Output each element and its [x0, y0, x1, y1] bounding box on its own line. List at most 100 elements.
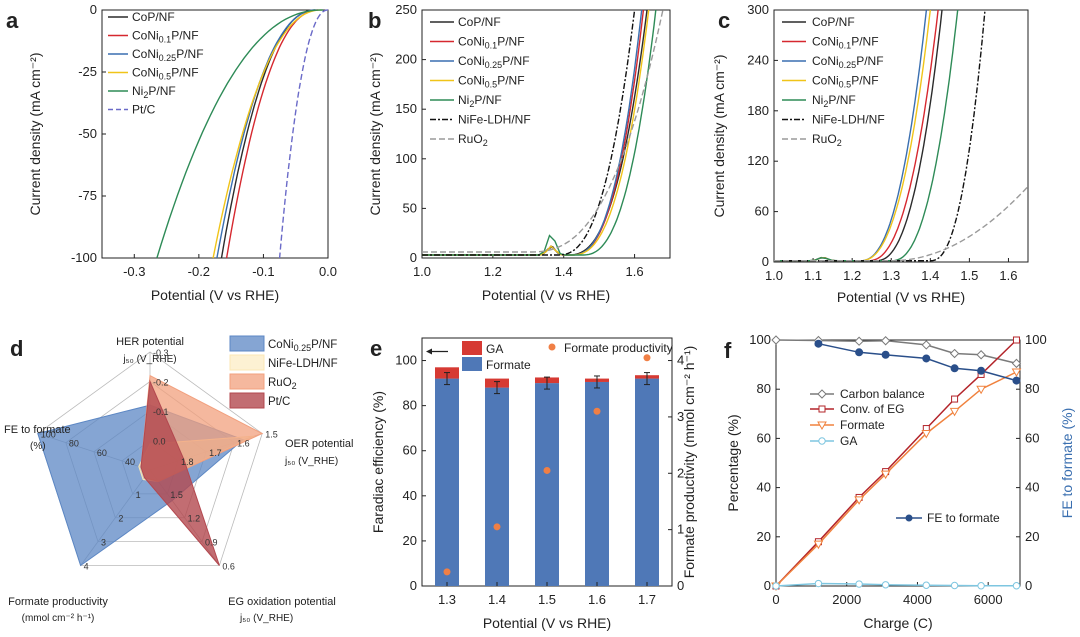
panel-label-d: d — [10, 336, 23, 361]
legend-label: Formate — [486, 358, 531, 372]
radar-axis-sublabel: (mmol cm⁻² h⁻¹) — [22, 613, 95, 624]
legend-swatch — [462, 357, 482, 371]
y-tick-label: 80 — [757, 381, 771, 396]
x-axis-title: Charge (C) — [863, 615, 932, 631]
marker — [976, 350, 986, 360]
marker — [949, 348, 960, 359]
marker — [976, 385, 986, 395]
radar-tick: 1.8 — [181, 457, 194, 467]
y-tick-label-right: 0 — [1025, 578, 1032, 593]
x-tick-label: 1.1 — [804, 268, 822, 283]
bar-formate — [535, 383, 559, 586]
y-axis-title: Faradiac efficiency (%) — [370, 391, 386, 533]
bar-formate — [485, 387, 509, 586]
marker — [814, 339, 823, 348]
y-tick-label-right: 80 — [1025, 381, 1039, 396]
panel-label-f: f — [724, 338, 732, 363]
legend-label: CoP/NF — [132, 10, 175, 24]
legend-label: CoNi0.5P/NF — [132, 66, 199, 82]
x-axis-title: Potential (V vs RHE) — [483, 615, 611, 631]
radar-tick: 40 — [125, 457, 135, 467]
legend-marker — [905, 514, 913, 522]
radar-axis-sublabel: (%) — [30, 441, 46, 452]
legend-label: CoNi0.1P/NF — [132, 29, 199, 45]
radar-tick: 1.5 — [170, 490, 183, 500]
x-axis-title: Potential (V vs RHE) — [151, 287, 279, 303]
curve-a-0 — [220, 9, 316, 259]
y-tick-label: 40 — [757, 480, 771, 495]
legend-marker — [818, 437, 826, 445]
y-tick-label: 80 — [403, 398, 417, 413]
arrow-head — [426, 348, 432, 355]
legend-marker — [817, 421, 827, 431]
x-tick-label: 1.3 — [882, 268, 900, 283]
marker — [977, 366, 986, 375]
panel-b-frame — [421, 9, 671, 259]
marker — [880, 470, 891, 480]
curve-b-5 — [422, 9, 636, 256]
y-tick-label: 0 — [410, 578, 417, 593]
radar-tick: 1.5 — [265, 430, 278, 440]
productivity-dot — [643, 354, 651, 362]
radar-axis-label: FE to formate — [4, 424, 71, 436]
radar-tick: 2 — [118, 514, 123, 524]
y-axis-title-right: Formate productivity (mmol cm⁻² h⁻¹) — [681, 346, 697, 579]
radar-tick: 60 — [97, 448, 107, 458]
y-tick-label: 100 — [395, 353, 417, 368]
y-tick-label: -100 — [71, 250, 97, 265]
curve-c-5 — [774, 9, 986, 262]
marker — [922, 581, 930, 589]
x-tick-label: 1.6 — [999, 268, 1017, 283]
radar-axis-sublabel: j₅₀ (V_RHE) — [239, 613, 293, 624]
y-tick-label: 20 — [757, 529, 771, 544]
radar-tick: 4 — [84, 561, 89, 571]
radar-tick: -0.2 — [153, 378, 169, 388]
bar-formate — [585, 381, 609, 586]
legend-label: CoNi0.5P/NF — [812, 74, 879, 90]
y-tick-label-right: 60 — [1025, 430, 1039, 445]
x-tick-label: 2000 — [832, 592, 861, 607]
curve-a-2 — [216, 9, 317, 259]
panel-c-frame — [773, 9, 1029, 263]
y-tick-label: 0 — [762, 254, 769, 269]
panel-f-frame — [775, 339, 1021, 587]
marker — [881, 350, 890, 359]
x-tick-label: 1.5 — [960, 268, 978, 283]
x-tick-label: 1.5 — [538, 592, 556, 607]
legend-label: Formate productivity — [564, 341, 673, 355]
legend-label: CoNi0.25P/NF — [268, 339, 337, 353]
legend-label: Ni2P/NF — [132, 84, 176, 100]
radar-tick: 1.2 — [188, 514, 201, 524]
panel-label-c: c — [718, 8, 730, 33]
panel-label-e: e — [370, 336, 382, 361]
curve-b-0 — [422, 9, 648, 256]
curve-a-3 — [212, 9, 322, 259]
line-f-4 — [818, 342, 1017, 382]
y-tick-label: 0 — [90, 2, 97, 17]
radar-tick: 1.6 — [237, 439, 250, 449]
legend-label: Ni2P/NF — [812, 93, 856, 109]
radar-tick: 0.0 — [153, 437, 166, 447]
x-tick-label: 1.6 — [626, 264, 644, 279]
y-tick-label: 60 — [755, 204, 769, 219]
radar-tick: 100 — [41, 430, 56, 440]
x-tick-label: 1.6 — [588, 592, 606, 607]
line-f-3 — [775, 582, 1017, 587]
legend-label: CoP/NF — [812, 15, 855, 29]
y-tick-label: 60 — [757, 430, 771, 445]
curve-c-6 — [774, 185, 1029, 262]
marker — [854, 496, 864, 505]
y-tick-label: 20 — [403, 533, 417, 548]
panel-label-b: b — [368, 8, 381, 33]
y-tick-label: 180 — [747, 103, 769, 118]
radar-tick: 0.9 — [205, 538, 218, 548]
y-tick-label-right: 100 — [1025, 332, 1047, 347]
y-tick-label: 120 — [747, 153, 769, 168]
radar-tick: 1.7 — [209, 448, 222, 458]
x-tick-label: 1.0 — [413, 264, 431, 279]
legend-marker — [817, 389, 827, 399]
marker — [854, 336, 864, 346]
legend-label: CoNi0.1P/NF — [458, 35, 525, 51]
marker — [951, 395, 959, 403]
x-tick-label: 1.2 — [843, 268, 861, 283]
